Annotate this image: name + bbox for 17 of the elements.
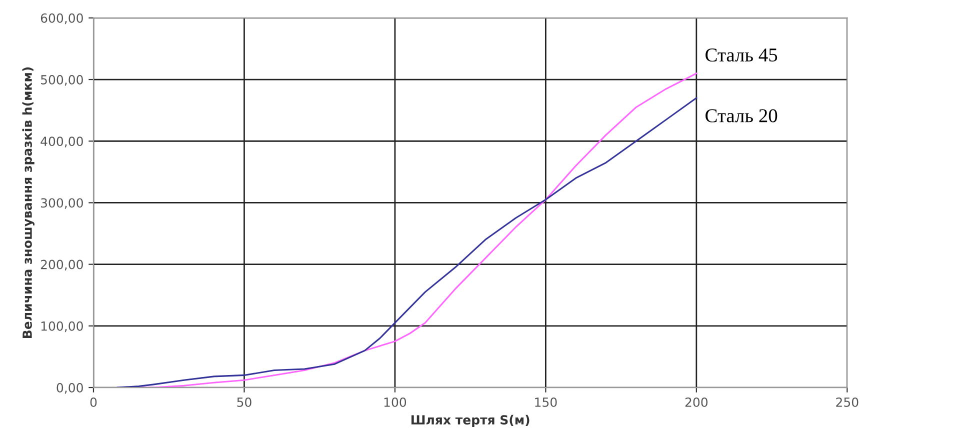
x-tick-label: 250	[836, 397, 858, 407]
y-tick-label: 500,00	[40, 74, 83, 86]
x-tick-label: 150	[535, 397, 557, 407]
y-tick-label: 100,00	[41, 321, 83, 332]
y-axis-title: Величина зношування зразків h(мкм)	[22, 67, 34, 338]
y-tick-label: 600,00	[40, 13, 83, 24]
x-axis-title: Шлях тертя S(м)	[411, 414, 530, 427]
y-tick-label: 300,00	[40, 198, 83, 209]
series-label: Сталь 20	[706, 109, 778, 122]
x-tick-label: 0	[90, 397, 97, 407]
y-tick-label: 200,00	[40, 260, 83, 271]
x-tick-label: 50	[237, 397, 252, 407]
series-label: Сталь 45	[706, 48, 778, 62]
y-tick-label: 400,00	[40, 136, 83, 148]
y-tick-label: 0,00	[56, 382, 83, 394]
x-tick-label: 200	[685, 397, 708, 407]
x-tick-label: 100	[384, 397, 406, 407]
